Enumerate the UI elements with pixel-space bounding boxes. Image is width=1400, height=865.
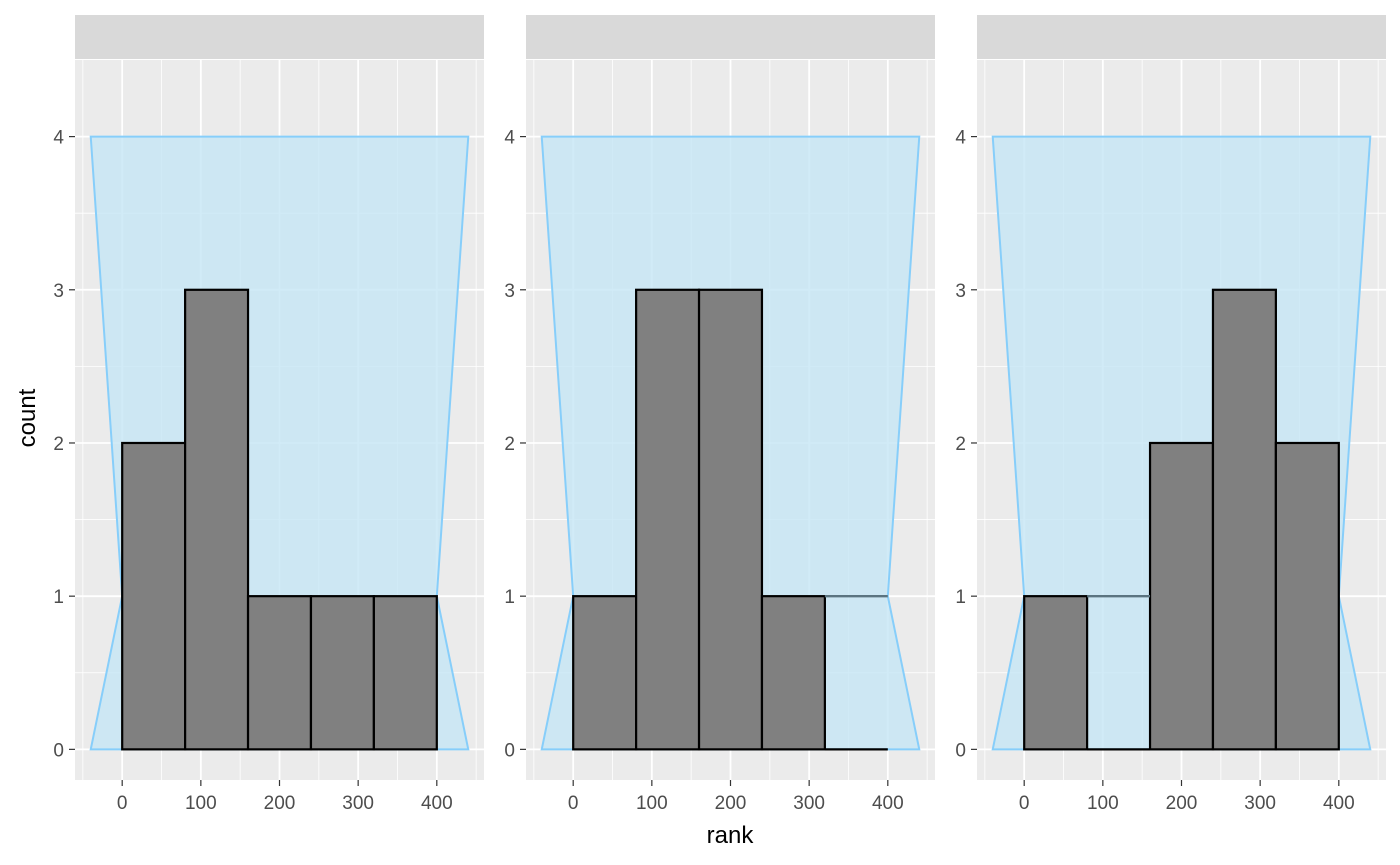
y-tick-label: 3	[955, 281, 966, 302]
x-tick-label: 0	[568, 793, 579, 814]
histogram-bar	[572, 595, 638, 751]
x-tick-label: 400	[872, 793, 904, 814]
facet-panel: 0 100 200 300 400 0 1 2 3 4	[504, 15, 935, 814]
x-tick-label: 100	[185, 793, 217, 814]
histogram-bar	[1148, 441, 1215, 751]
histogram-bar	[635, 288, 701, 751]
y-axis-title: count	[14, 388, 41, 447]
histogram-bar	[697, 288, 764, 751]
x-tick-label: 300	[342, 793, 374, 814]
y-tick-label: 3	[53, 281, 64, 302]
x-tick-label: 400	[421, 793, 453, 814]
x-tick-label: 0	[117, 793, 128, 814]
histogram-bar	[1211, 288, 1277, 751]
histogram-bar	[121, 441, 187, 751]
x-tick-label: 200	[264, 793, 296, 814]
facet-strip	[977, 15, 1386, 59]
facet-panel: 0 100 200 300 400 0 1 2 3 4	[955, 15, 1386, 814]
x-tick-label: 100	[1087, 793, 1119, 814]
facet-strip	[526, 15, 935, 59]
x-tick-label: 200	[715, 793, 747, 814]
histogram-bar	[1274, 441, 1340, 751]
y-tick-label: 0	[955, 740, 966, 761]
y-tick-label: 3	[504, 281, 515, 302]
y-tick-label: 1	[53, 587, 64, 608]
y-tick-label: 2	[53, 434, 64, 455]
histogram-bar	[760, 595, 826, 751]
y-tick-label: 1	[955, 587, 966, 608]
x-tick-label: 300	[1244, 793, 1276, 814]
x-tick-label: 100	[636, 793, 668, 814]
facet-panel: 0 100 200 300 400 0 1 2 3 4	[53, 15, 484, 814]
y-tick-label: 4	[504, 128, 515, 149]
x-axis-title: rank	[707, 822, 755, 849]
y-tick-label: 1	[504, 587, 515, 608]
y-tick-label: 2	[955, 434, 966, 455]
histogram-bar	[246, 595, 313, 751]
facet-strip	[75, 15, 484, 59]
y-tick-label: 2	[504, 434, 515, 455]
histogram-bar	[309, 595, 375, 751]
histogram-bar	[184, 288, 250, 751]
y-tick-label: 0	[504, 740, 515, 761]
x-tick-label: 200	[1166, 793, 1198, 814]
y-tick-label: 4	[53, 128, 64, 149]
y-tick-label: 4	[955, 128, 966, 149]
y-tick-label: 0	[53, 740, 64, 761]
histogram-bar	[1023, 595, 1089, 751]
x-tick-label: 0	[1019, 793, 1030, 814]
x-tick-label: 300	[793, 793, 825, 814]
x-tick-label: 400	[1323, 793, 1355, 814]
histogram-bar	[372, 595, 438, 751]
